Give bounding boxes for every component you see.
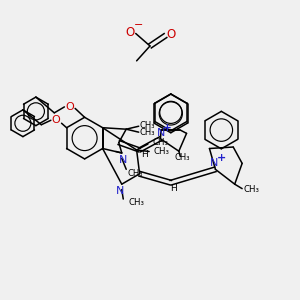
Text: O: O [126, 26, 135, 38]
Text: +: + [163, 123, 171, 133]
Text: O: O [166, 28, 176, 40]
Text: N: N [210, 158, 218, 168]
Text: N: N [116, 186, 124, 196]
Text: CH₃: CH₃ [244, 185, 260, 194]
Text: CH₃: CH₃ [140, 121, 155, 130]
Text: CH₃: CH₃ [128, 169, 143, 178]
Text: CH₃: CH₃ [154, 147, 170, 156]
Text: +: + [217, 153, 226, 163]
Text: H: H [141, 150, 147, 159]
Text: −: − [134, 20, 143, 30]
Text: CH₃: CH₃ [174, 153, 190, 162]
Text: CH₃: CH₃ [153, 138, 169, 147]
Text: N: N [119, 154, 128, 164]
Text: CH₃: CH₃ [128, 197, 144, 206]
Text: O: O [65, 102, 74, 112]
Text: H: H [170, 184, 177, 193]
Text: N: N [157, 128, 165, 138]
Text: CH₃: CH₃ [140, 128, 155, 137]
Text: O: O [52, 115, 61, 125]
